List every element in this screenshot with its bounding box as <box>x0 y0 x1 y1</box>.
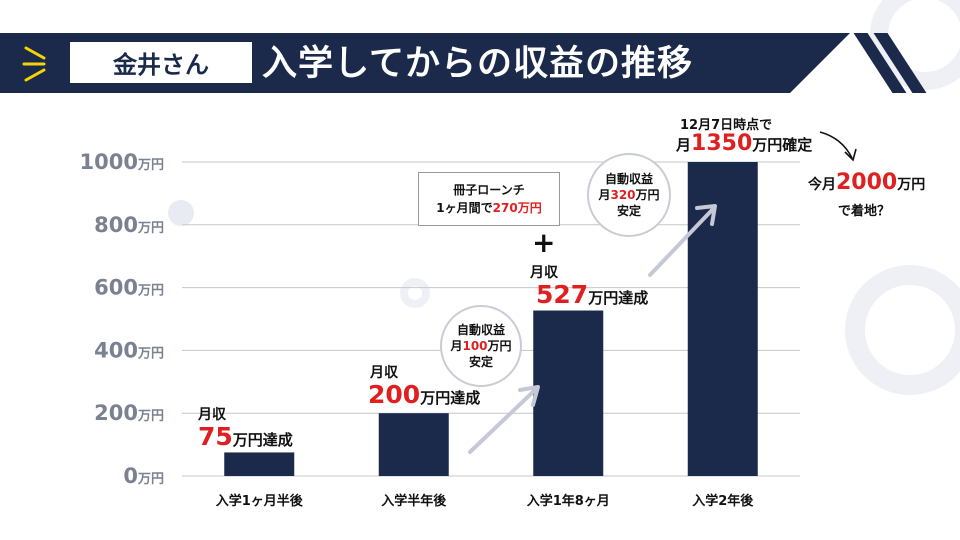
y-tick-label: 600万円 <box>94 276 164 300</box>
page-title: 入学してからの収益の推移 <box>262 44 693 84</box>
y-tick-label: 1000万円 <box>80 150 164 174</box>
x-tick-label: 入学半年後 <box>381 493 447 509</box>
x-tick-label: 入学1ヶ月半後 <box>216 493 304 509</box>
y-tick-label: 0万円 <box>123 464 164 488</box>
bar2-suffix: 万円達成 <box>420 389 481 407</box>
bubble2-value: 320 <box>610 187 636 202</box>
bar <box>687 162 758 476</box>
bar <box>533 310 604 476</box>
bubble1-value: 100 <box>462 338 488 353</box>
goal-suffix: 万円 <box>897 177 926 193</box>
bar4-prefix: 月 <box>676 136 692 154</box>
y-tick-label: 800万円 <box>94 213 164 237</box>
x-tick-label: 入学1年8ヶ月 <box>527 493 610 509</box>
goal-annotation: 今月2000万円 <box>808 170 925 195</box>
goal-value: 2000 <box>836 170 898 195</box>
launch-callout: 冊子ローンチ 1ヶ月間で270万円 <box>418 172 560 226</box>
callout-line2: 1ヶ月間で270万円 <box>436 201 542 215</box>
goal-prefix: 今月 <box>808 177 836 193</box>
decor-dot <box>168 200 194 226</box>
bar <box>224 452 295 476</box>
bar3-suffix: 万円達成 <box>588 289 649 307</box>
callout-value: 270万円 <box>492 201 542 215</box>
bar4-annotation: 月1350万円確定 <box>676 131 812 156</box>
bar3-annotation: 527万円達成 <box>536 280 648 309</box>
bar4-value: 1350 <box>691 131 753 156</box>
bar2-value: 200 <box>368 380 421 409</box>
bar <box>378 413 449 476</box>
bubble-auto-100: 自動収益 月100万円 安定 <box>440 305 522 387</box>
bar3-prefix: 月収 <box>530 265 558 281</box>
y-tick-label: 400万円 <box>94 338 164 362</box>
spark-icon <box>22 46 46 82</box>
bar1-suffix: 万円達成 <box>232 431 293 449</box>
plus-sign: + <box>532 226 556 259</box>
name-label: 金井さん <box>70 42 252 83</box>
callout-line1: 冊子ローンチ <box>453 183 525 197</box>
bar1-prefix: 月収 <box>198 407 226 423</box>
bar2-annotation: 200万円達成 <box>368 380 480 409</box>
decor-dot <box>400 278 430 308</box>
bar1-value: 75 <box>198 422 233 451</box>
bar4-date-line: 12月7日時点で <box>680 118 773 133</box>
goal-line2: で着地？ <box>838 204 891 219</box>
trend-arrows <box>468 131 857 454</box>
y-tick-label: 200万円 <box>94 401 164 425</box>
bar2-prefix: 月収 <box>370 365 398 381</box>
x-tick-label: 入学2年後 <box>692 493 754 509</box>
bar3-value: 527 <box>536 280 589 309</box>
bubble-auto-320: 自動収益 月320万円 安定 <box>587 153 671 237</box>
bar1-annotation: 75万円達成 <box>198 422 293 451</box>
bar4-suffix: 万円確定 <box>752 136 813 154</box>
